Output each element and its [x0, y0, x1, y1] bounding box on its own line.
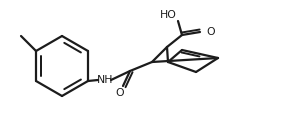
Text: O: O [116, 88, 124, 98]
Text: O: O [206, 27, 215, 37]
Text: HO: HO [160, 10, 177, 20]
Text: NH: NH [97, 75, 113, 85]
